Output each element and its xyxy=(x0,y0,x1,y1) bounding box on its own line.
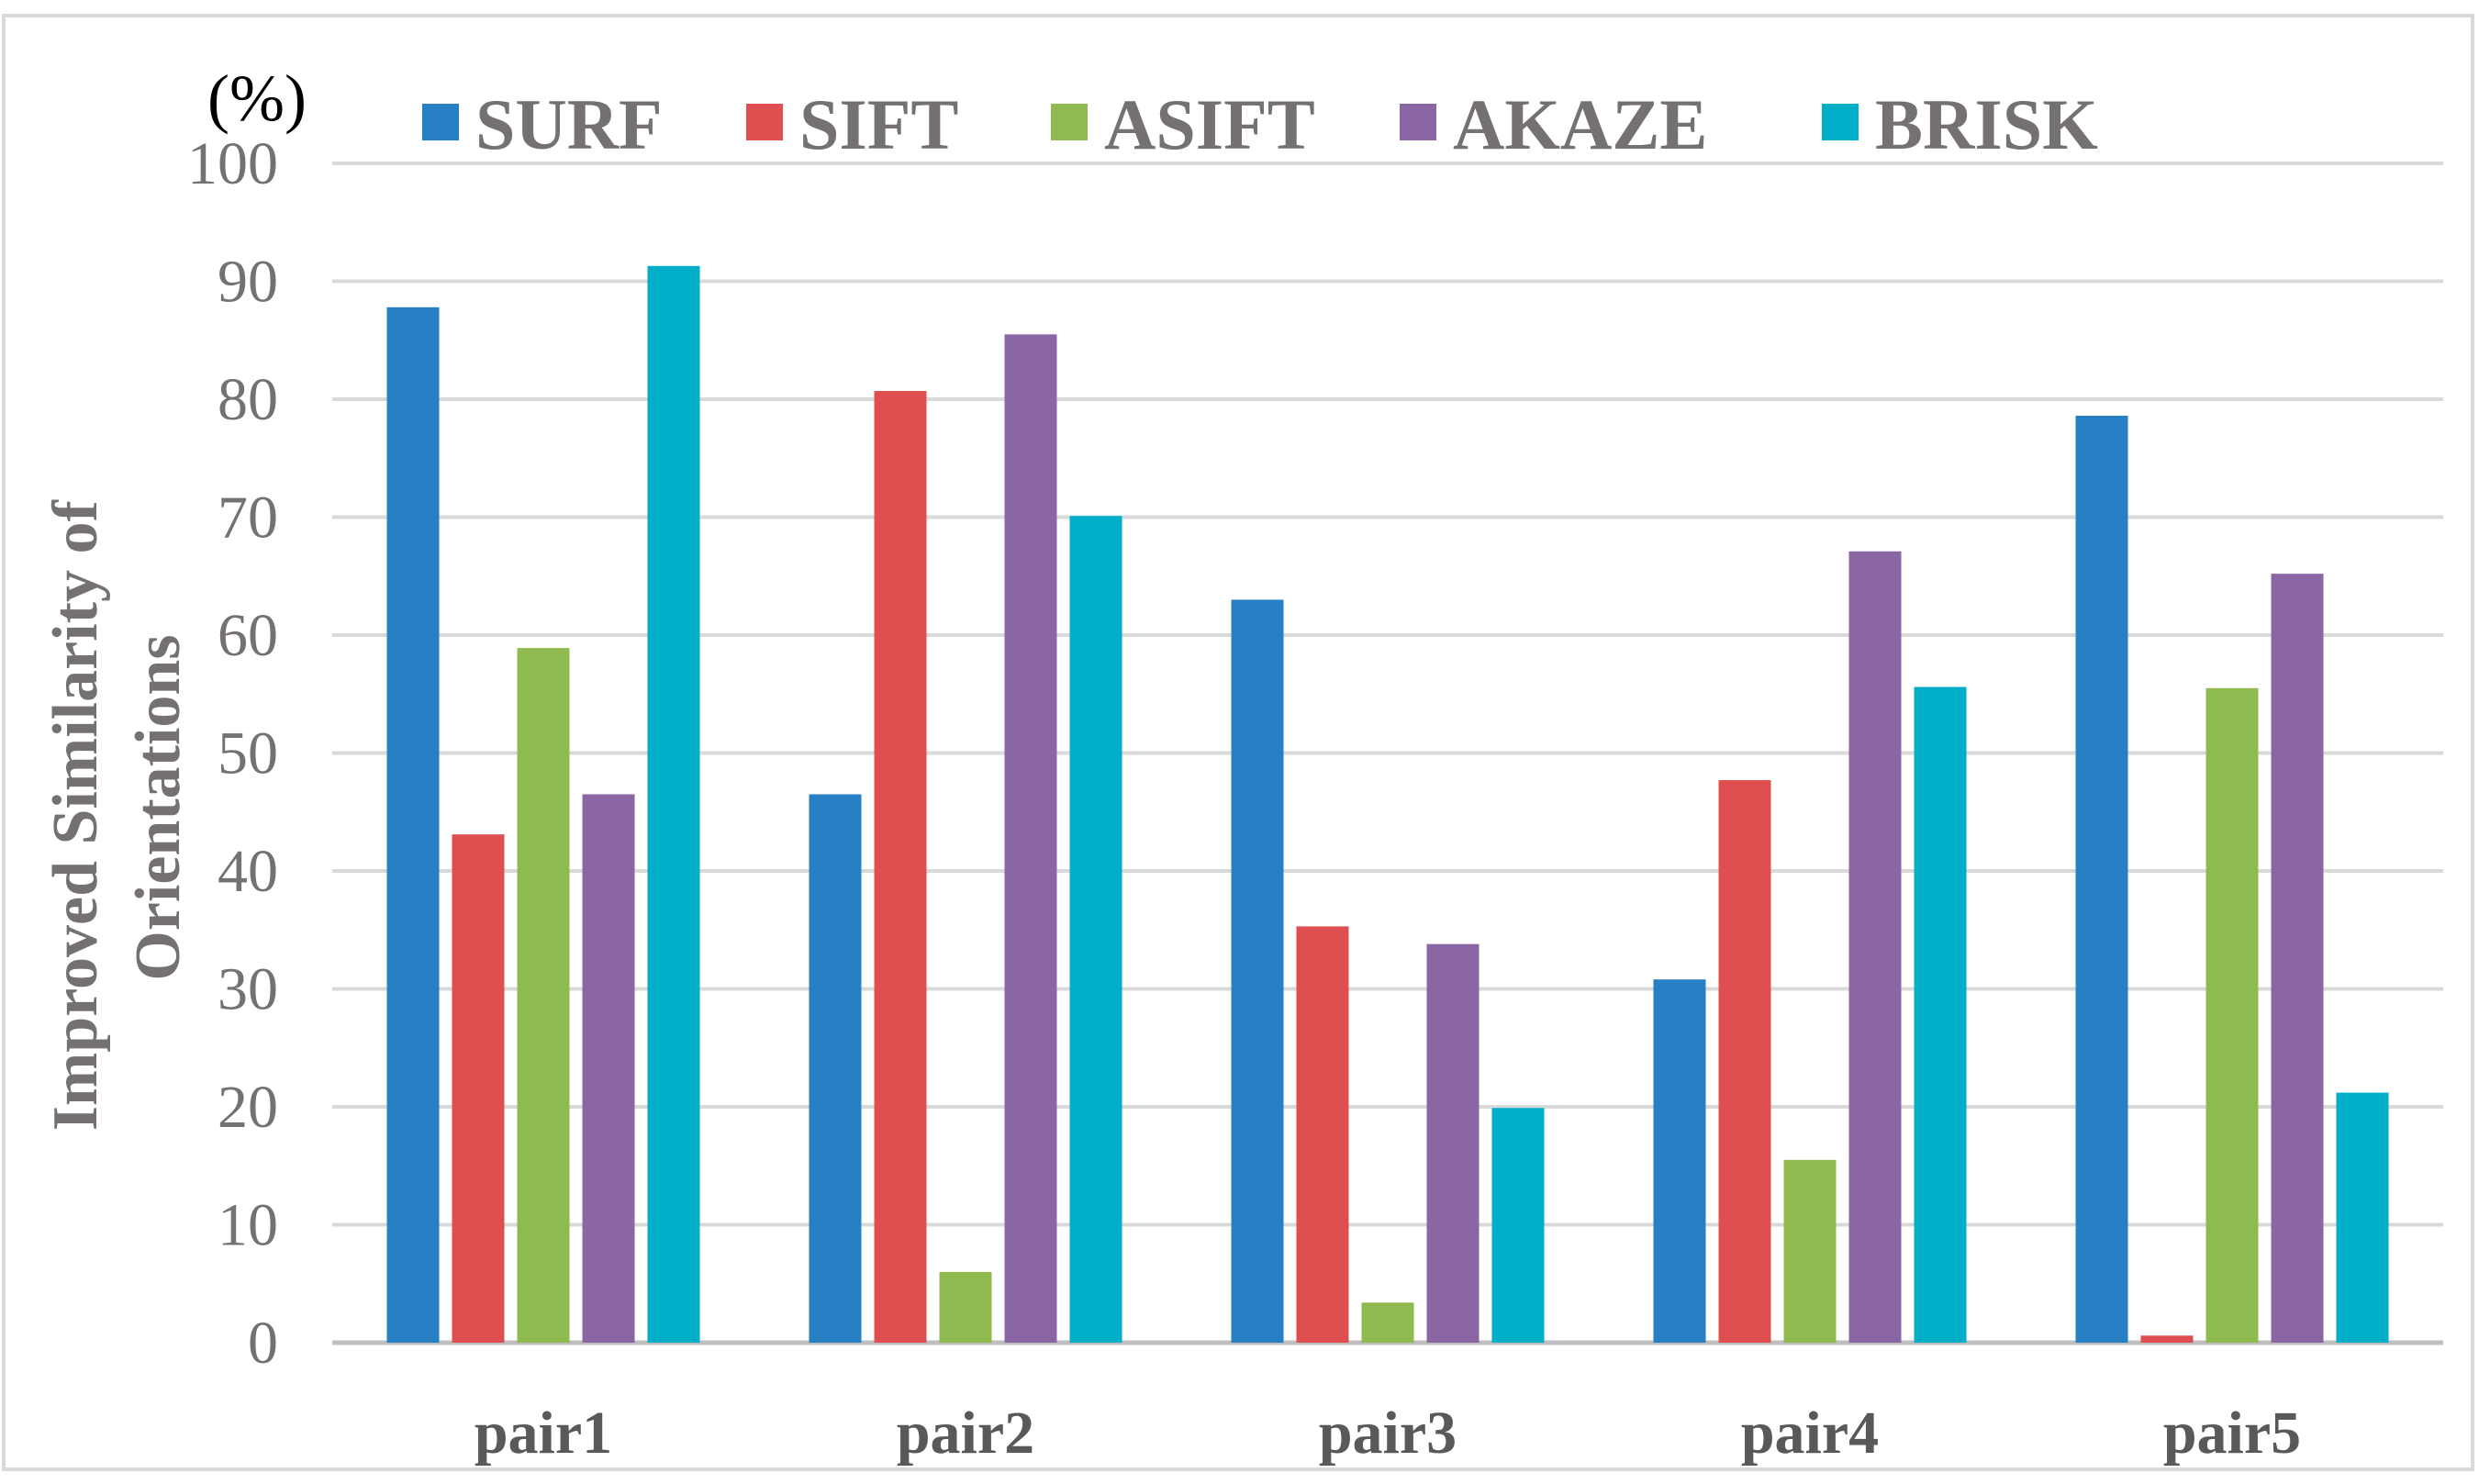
bar-brisk-pair2 xyxy=(1069,516,1122,1343)
x-category-label: pair4 xyxy=(1741,1400,1879,1467)
y-axis-title-line-2: Orientations xyxy=(123,634,194,980)
x-category-label: pair2 xyxy=(897,1400,1034,1467)
bar-brisk-pair1 xyxy=(647,265,700,1343)
bar-asift-pair2 xyxy=(939,1271,992,1343)
legend: SURF SIFT ASIFT AKAZE BRISK xyxy=(422,84,2098,164)
bar-akaze-pair3 xyxy=(1426,943,1480,1343)
legend-swatch-brisk xyxy=(1822,104,1859,140)
y-tick-label: 10 xyxy=(218,1192,278,1259)
bar-akaze-pair4 xyxy=(1848,551,1902,1343)
bar-asift-pair4 xyxy=(1783,1159,1837,1343)
y-tick-label: 60 xyxy=(218,602,278,669)
y-tick-label: 0 xyxy=(248,1310,278,1377)
bar-surf-pair5 xyxy=(2075,415,2128,1343)
bar-brisk-pair4 xyxy=(1914,686,1967,1343)
x-axis-categories: pair1 pair2 pair3 pair4 pair5 xyxy=(475,1400,2301,1467)
bar-surf-pair4 xyxy=(1653,979,1706,1343)
bar-surf-pair2 xyxy=(809,794,862,1343)
legend-swatch-akaze xyxy=(1400,104,1436,140)
bar-brisk-pair3 xyxy=(1491,1108,1545,1343)
bar-akaze-pair5 xyxy=(2271,574,2324,1343)
bar-surf-pair1 xyxy=(386,307,440,1343)
y-axis-title: Improved Similarity of Orientations xyxy=(40,485,194,1132)
y-tick-label: 40 xyxy=(218,838,278,905)
bars xyxy=(386,265,2389,1344)
legend-swatch-asift xyxy=(1051,104,1088,140)
bar-akaze-pair2 xyxy=(1004,334,1057,1344)
bar-sift-pair1 xyxy=(452,834,505,1343)
bar-akaze-pair1 xyxy=(582,794,635,1343)
bar-asift-pair3 xyxy=(1361,1302,1414,1343)
bar-sift-pair3 xyxy=(1296,926,1349,1343)
y-tick-label: 20 xyxy=(218,1074,278,1141)
y-tick-label: 50 xyxy=(218,720,278,787)
y-axis-title-line-1: Improved Similarity of xyxy=(40,500,111,1132)
legend-label-brisk: BRISK xyxy=(1875,84,2098,164)
y-tick-label: 70 xyxy=(218,485,278,552)
legend-label-asift: ASIFT xyxy=(1104,84,1315,164)
y-tick-label: 100 xyxy=(187,130,278,197)
legend-label-akaze: AKAZE xyxy=(1453,84,1707,164)
legend-swatch-surf xyxy=(422,104,459,140)
y-tick-label: 30 xyxy=(218,956,278,1023)
legend-swatch-sift xyxy=(746,104,783,140)
bar-sift-pair4 xyxy=(1718,780,1771,1343)
x-category-label: pair3 xyxy=(1319,1400,1457,1467)
legend-label-surf: SURF xyxy=(475,84,663,164)
x-category-label: pair5 xyxy=(2163,1400,2301,1467)
bar-sift-pair5 xyxy=(2140,1335,2194,1343)
y-unit-label: (%) xyxy=(207,61,307,135)
legend-label-sift: SIFT xyxy=(799,84,958,164)
bar-brisk-pair5 xyxy=(2336,1092,2389,1343)
y-tick-label: 90 xyxy=(218,249,278,316)
x-category-label: pair1 xyxy=(475,1400,612,1467)
bar-surf-pair3 xyxy=(1231,599,1284,1343)
bar-asift-pair5 xyxy=(2205,687,2259,1343)
y-tick-label: 80 xyxy=(218,366,278,433)
bar-asift-pair1 xyxy=(517,648,570,1343)
y-axis-ticks: 0 10 20 30 40 50 60 70 80 90 100 xyxy=(187,130,278,1377)
bar-sift-pair2 xyxy=(874,391,927,1343)
